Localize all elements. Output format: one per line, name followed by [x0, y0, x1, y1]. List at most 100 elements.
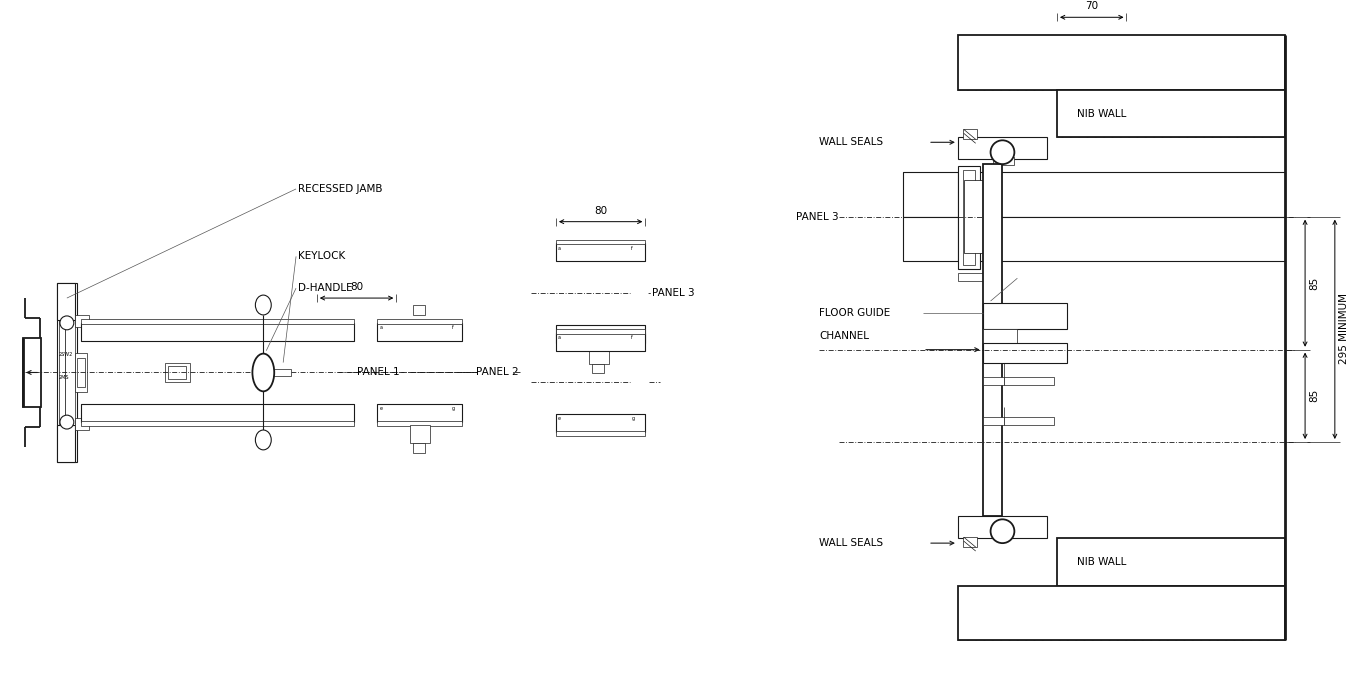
Bar: [958, 586, 1285, 640]
Text: PANEL 2: PANEL 2: [475, 368, 518, 377]
Bar: [57, 425, 75, 462]
Text: 2MS: 2MS: [59, 375, 70, 380]
Text: f: f: [631, 335, 634, 340]
Bar: [903, 217, 958, 261]
Bar: [958, 517, 1048, 539]
Bar: [556, 244, 645, 261]
Bar: [75, 353, 86, 392]
Text: a: a: [557, 335, 561, 340]
Bar: [993, 523, 1015, 531]
Bar: [958, 137, 1048, 159]
Text: 70: 70: [1085, 1, 1098, 12]
Ellipse shape: [255, 295, 272, 315]
Bar: [57, 283, 75, 320]
Bar: [75, 315, 89, 327]
Bar: [377, 323, 462, 341]
Bar: [556, 342, 645, 346]
Bar: [57, 425, 75, 462]
Bar: [978, 172, 1285, 217]
Text: KEYLOCK: KEYLOCK: [298, 251, 346, 261]
Bar: [23, 338, 41, 407]
Bar: [982, 343, 1067, 363]
Bar: [1057, 90, 1285, 137]
Text: D-HANDLE: D-HANDLE: [298, 283, 352, 293]
Text: WALL SEALS: WALL SEALS: [820, 538, 882, 548]
Bar: [556, 414, 645, 432]
Bar: [589, 346, 609, 364]
Text: 85: 85: [1309, 276, 1320, 289]
Bar: [978, 217, 1285, 261]
Bar: [556, 325, 645, 343]
Bar: [57, 283, 75, 320]
Bar: [377, 421, 462, 426]
Bar: [556, 325, 645, 343]
Text: 2SW2: 2SW2: [59, 352, 74, 357]
Bar: [1057, 90, 1285, 137]
Bar: [982, 329, 1018, 343]
Bar: [964, 180, 999, 253]
Text: 85: 85: [1309, 389, 1320, 402]
Bar: [76, 357, 85, 388]
Bar: [377, 404, 462, 422]
Bar: [958, 35, 1285, 90]
Bar: [982, 417, 1004, 425]
Bar: [377, 323, 462, 341]
Ellipse shape: [253, 353, 275, 391]
Text: PANEL 3: PANEL 3: [796, 212, 839, 222]
Text: PANEL 1: PANEL 1: [357, 368, 399, 377]
Bar: [413, 443, 425, 453]
Ellipse shape: [255, 430, 272, 450]
Text: e: e: [557, 416, 561, 421]
Text: 80: 80: [350, 282, 363, 292]
Bar: [168, 366, 186, 379]
Bar: [903, 172, 958, 217]
Text: FLOOR GUIDE: FLOOR GUIDE: [820, 308, 891, 318]
Bar: [413, 305, 425, 315]
Bar: [556, 244, 645, 261]
Bar: [1057, 539, 1285, 586]
Bar: [81, 404, 354, 422]
Bar: [963, 170, 975, 265]
Bar: [81, 319, 354, 324]
Text: RECESSED JAMB: RECESSED JAMB: [298, 184, 382, 194]
Text: 80: 80: [594, 206, 608, 215]
Bar: [993, 157, 1015, 165]
Bar: [982, 164, 1003, 517]
Bar: [556, 431, 645, 436]
Text: g: g: [452, 405, 455, 411]
Bar: [978, 217, 1285, 261]
Text: WALL SEALS: WALL SEALS: [820, 137, 882, 147]
Text: a: a: [380, 325, 382, 331]
Bar: [903, 172, 958, 217]
Bar: [165, 363, 190, 382]
Bar: [556, 333, 645, 351]
Text: a: a: [557, 246, 561, 251]
Bar: [556, 333, 645, 351]
Text: e: e: [380, 405, 382, 411]
Bar: [377, 404, 462, 422]
Bar: [75, 418, 89, 430]
Bar: [66, 295, 75, 450]
Bar: [963, 537, 977, 547]
Bar: [963, 130, 977, 139]
Bar: [1004, 417, 1055, 425]
Text: PANEL 3: PANEL 3: [652, 288, 695, 298]
Circle shape: [60, 316, 74, 330]
Text: 295 MINIMUM: 295 MINIMUM: [1339, 294, 1348, 364]
Bar: [1057, 539, 1285, 586]
Bar: [59, 288, 66, 457]
Text: NIB WALL: NIB WALL: [1076, 108, 1126, 119]
Bar: [377, 319, 462, 324]
Bar: [273, 368, 291, 377]
Bar: [81, 404, 354, 422]
Bar: [958, 586, 1285, 640]
Bar: [81, 323, 354, 341]
Bar: [982, 303, 1067, 329]
Bar: [978, 172, 1285, 217]
Bar: [81, 421, 354, 426]
Text: NIB WALL: NIB WALL: [1076, 557, 1126, 567]
Text: CHANNEL: CHANNEL: [820, 331, 869, 341]
Bar: [57, 283, 76, 462]
Bar: [982, 377, 1004, 386]
Bar: [556, 414, 645, 432]
